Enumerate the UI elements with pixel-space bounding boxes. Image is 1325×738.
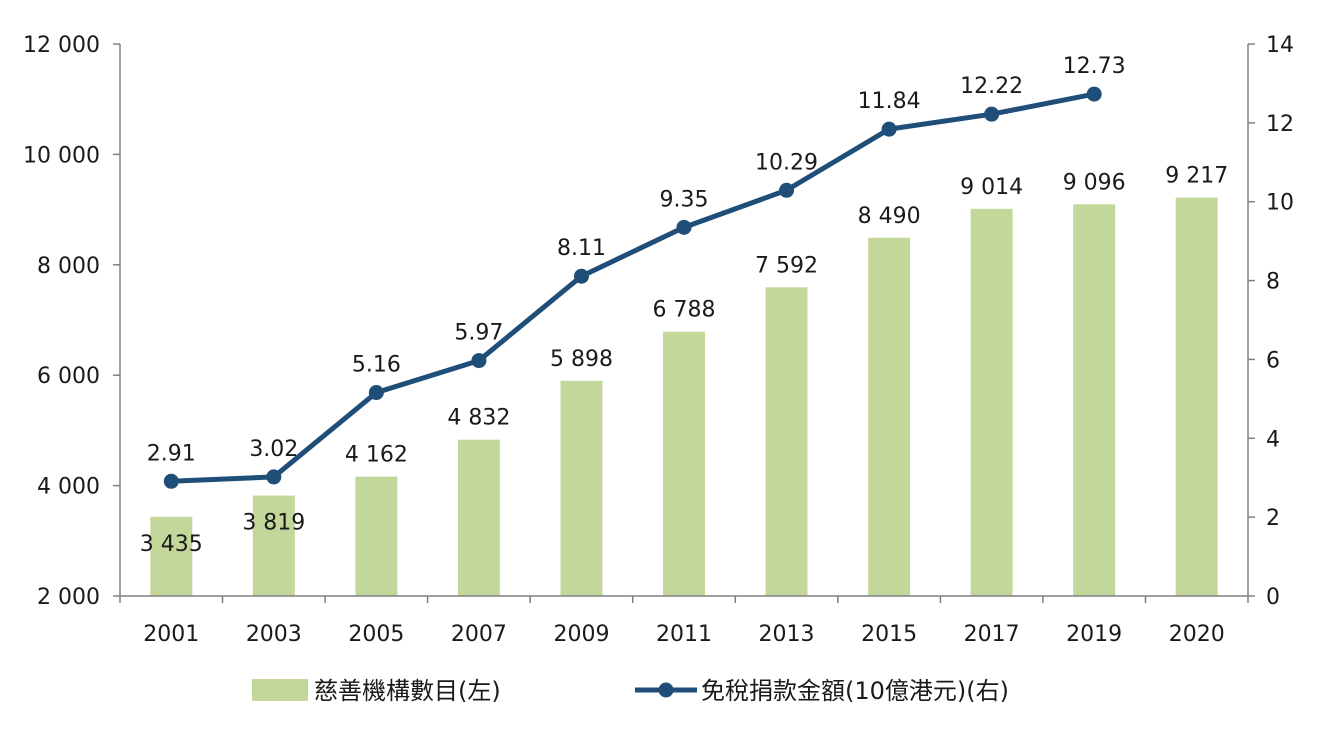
left-tick-label: 4 000 [37, 475, 100, 500]
bar-label-2009: 5 898 [550, 347, 613, 372]
axes-layer: 2 000 4 000 6 000 8 000 10 000 12 000 0 2 4 6 8 10 1… [23, 33, 1294, 647]
right-tick-label: 4 [1266, 427, 1280, 452]
line-layer [163, 86, 1102, 489]
x-tick-label: 2009 [553, 622, 609, 647]
line-label-2017: 12.22 [960, 74, 1023, 99]
donation-point-2017 [984, 106, 1000, 122]
bar-2003 [252, 495, 295, 596]
line-label-2005: 5.16 [352, 353, 401, 378]
right-tick-label: 6 [1266, 348, 1280, 373]
bar-2005 [355, 476, 398, 596]
donation-point-2009 [573, 268, 589, 284]
donation-point-2011 [676, 219, 692, 235]
x-tick-label: 2011 [656, 622, 712, 647]
x-tick-label: 2013 [759, 622, 815, 647]
donation-point-2003 [266, 469, 282, 485]
donation-point-2013 [779, 182, 795, 198]
line-label-2019: 12.73 [1063, 54, 1126, 79]
bar-2020 [1175, 197, 1218, 597]
left-tick-label: 2 000 [37, 585, 100, 610]
right-tick-label: 12 [1266, 112, 1294, 137]
legend-bar-label: 慈善機構數目(左) [314, 677, 501, 705]
x-tick-label: 2017 [964, 622, 1020, 647]
left-tick-label: 10 000 [23, 143, 100, 168]
donation-point-2007 [471, 353, 487, 369]
left-tick-label: 12 000 [23, 33, 100, 58]
line-label-2007: 5.97 [454, 321, 503, 346]
right-tick-label: 14 [1266, 33, 1294, 58]
x-tick-label: 2007 [451, 622, 507, 647]
x-tick-label: 2020 [1169, 622, 1225, 647]
bar-2011 [663, 331, 705, 596]
bar-label-2015: 8 490 [858, 204, 921, 229]
donation-point-2001 [163, 473, 179, 489]
bar-label-2013: 7 592 [755, 253, 818, 278]
bar-label-2019: 9 096 [1063, 170, 1126, 195]
line-label-2003: 3.02 [249, 437, 298, 462]
bar-2007 [457, 439, 500, 596]
legend-bar-swatch [252, 679, 308, 701]
bar-label-2017: 9 014 [960, 175, 1023, 200]
line-label-2013: 10.29 [755, 150, 818, 175]
x-tick-label: 2003 [246, 622, 302, 647]
donation-point-2015 [881, 121, 897, 137]
bar-2017 [970, 208, 1013, 596]
left-tick-label: 6 000 [37, 364, 100, 389]
bar-label-2005: 4 162 [345, 443, 408, 468]
line-label-2001: 2.91 [147, 441, 196, 466]
line-label-2011: 9.35 [660, 187, 709, 212]
bar-label-2001: 3 435 [140, 532, 203, 557]
bar-label-2007: 4 832 [447, 406, 510, 431]
bars-layer [150, 197, 1218, 597]
line-label-2015: 11.84 [858, 89, 921, 114]
bar-2015 [868, 237, 911, 596]
x-tick-label: 2015 [861, 622, 917, 647]
bar-label-2020: 9 217 [1165, 164, 1228, 189]
donation-line [171, 91, 1095, 484]
right-tick-label: 0 [1266, 585, 1280, 610]
donation-point-2005 [368, 385, 384, 401]
x-tick-label: 2001 [143, 622, 199, 647]
bar-label-2003: 3 819 [242, 511, 305, 536]
bar-label-2011: 6 788 [653, 298, 716, 323]
bar-2001 [150, 516, 193, 596]
right-tick-label: 10 [1266, 191, 1294, 216]
bar-2013 [765, 287, 808, 596]
left-tick-label: 8 000 [37, 254, 100, 279]
right-tick-label: 2 [1266, 506, 1280, 531]
x-tick-label: 2005 [348, 622, 404, 647]
labels-layer: 3 435 3 819 4 162 4 832 5 898 6 788 7 592 8 490… [140, 54, 1228, 557]
line-label-2009: 8.11 [557, 236, 606, 261]
x-tick-label: 2019 [1066, 622, 1122, 647]
donation-point-2019 [1086, 86, 1102, 102]
right-tick-label: 8 [1266, 270, 1280, 295]
bar-2019 [1073, 204, 1116, 597]
bar-2009 [560, 380, 603, 596]
legend-line-marker [658, 682, 674, 698]
legend: 慈善機構數目(左) 免稅捐款金額(10億港元)(右) [252, 677, 1009, 705]
legend-line-label: 免稅捐款金額(10億港元)(右) [701, 677, 1009, 705]
